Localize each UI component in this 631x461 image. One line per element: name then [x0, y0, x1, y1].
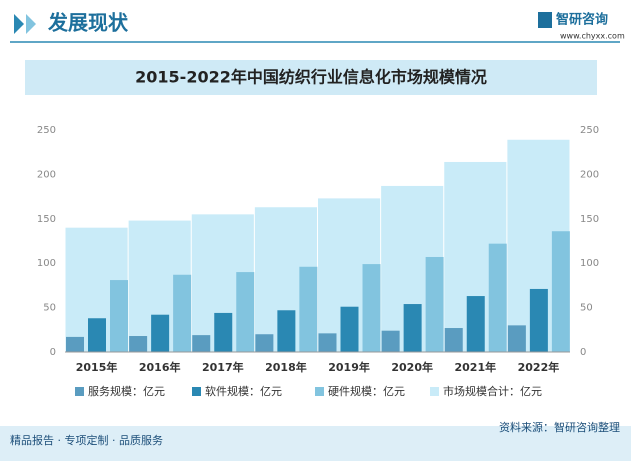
- y-tick-label: 150: [37, 214, 56, 225]
- x-tick-label: 2018年: [265, 360, 307, 374]
- logo-url: www.chyxx.com: [560, 32, 625, 41]
- bar: [318, 333, 337, 352]
- y2-tick-label: 0: [580, 347, 586, 358]
- y-tick-label: 200: [37, 169, 56, 180]
- y-tick-label: 0: [50, 347, 56, 358]
- bar: [173, 274, 192, 352]
- legend-label: 硬件规模：亿元: [328, 384, 405, 398]
- y2-tick-label: 150: [580, 214, 599, 225]
- bar: [529, 288, 548, 352]
- bar: [88, 318, 106, 352]
- x-tick-label: 2017年: [202, 360, 244, 374]
- legend-swatch: [192, 387, 201, 396]
- legend-label: 市场规模合计：亿元: [443, 384, 542, 398]
- bar: [340, 306, 359, 352]
- y2-tick-label: 250: [580, 125, 599, 136]
- bar: [66, 336, 84, 352]
- header-title: 发展现状: [47, 11, 129, 35]
- header-icon: [14, 14, 24, 34]
- legend-swatch: [315, 387, 324, 396]
- y-tick-label: 50: [43, 303, 56, 314]
- bar: [236, 272, 255, 352]
- logo-icon: [538, 12, 552, 28]
- x-tick-label: 2015年: [76, 360, 118, 374]
- chart-title: 2015-2022年中国纺织行业信息化市场规模情况: [135, 68, 487, 87]
- bar: [214, 312, 233, 352]
- bar: [551, 231, 570, 352]
- legend-label: 服务规模：亿元: [88, 384, 165, 398]
- bar: [466, 296, 485, 352]
- title-band: [25, 60, 597, 95]
- bar: [110, 280, 128, 352]
- bar: [425, 256, 444, 352]
- x-tick-label: 2021年: [455, 360, 497, 374]
- bar: [129, 336, 148, 352]
- bar: [444, 328, 463, 352]
- x-tick-label: 2020年: [391, 360, 433, 374]
- y2-tick-label: 100: [580, 258, 599, 269]
- y-tick-label: 100: [37, 258, 56, 269]
- bar: [277, 310, 296, 352]
- bar: [192, 335, 211, 352]
- legend-swatch: [75, 387, 84, 396]
- footer-source: 资料来源：智研咨询整理: [499, 420, 620, 434]
- footer-band: [0, 426, 631, 461]
- bar: [507, 325, 526, 352]
- x-tick-label: 2022年: [518, 360, 560, 374]
- bar: [255, 334, 274, 352]
- bar: [151, 314, 170, 352]
- y2-tick-label: 200: [580, 169, 599, 180]
- x-tick-label: 2016年: [139, 360, 181, 374]
- y-tick-label: 250: [37, 125, 56, 136]
- header-icon: [26, 14, 36, 34]
- legend-swatch: [430, 387, 439, 396]
- bar: [362, 264, 381, 352]
- bar: [299, 266, 318, 352]
- y2-tick-label: 50: [580, 303, 593, 314]
- logo-text: 智研咨询: [556, 12, 608, 28]
- bar: [381, 330, 400, 352]
- bar: [403, 304, 422, 352]
- x-tick-label: 2019年: [328, 360, 370, 374]
- legend-label: 软件规模：亿元: [205, 384, 282, 398]
- footer-left: 精品报告 · 专项定制 · 品质服务: [10, 433, 163, 447]
- bar: [488, 243, 507, 352]
